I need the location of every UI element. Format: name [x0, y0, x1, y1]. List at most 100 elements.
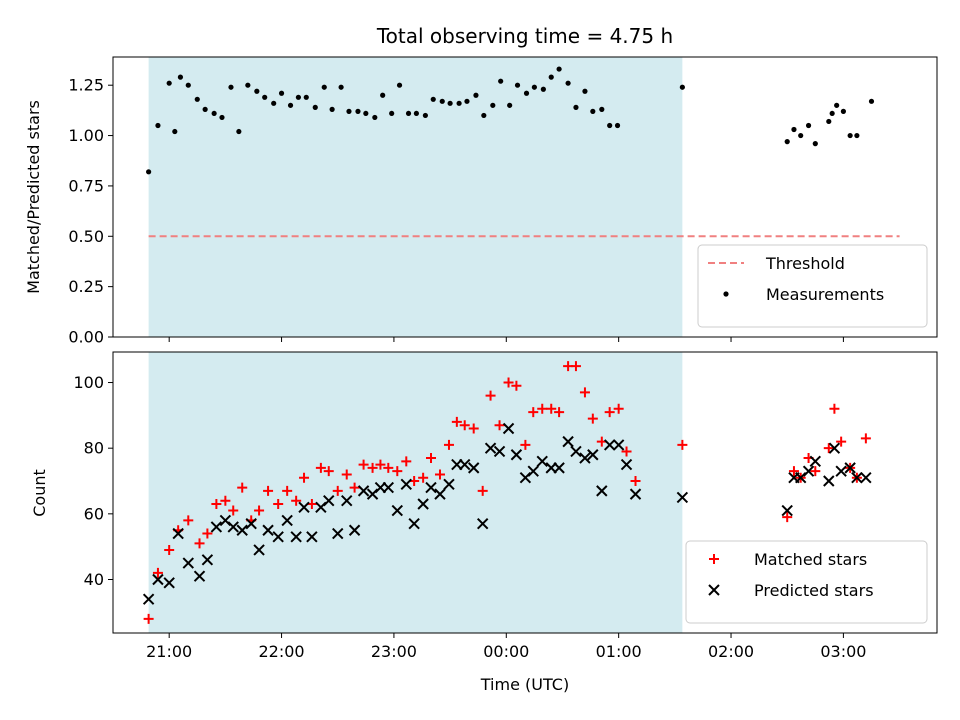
predicted-star-point	[620, 458, 633, 471]
measurement-point	[599, 106, 605, 112]
matched-star-point	[468, 423, 479, 434]
x-tick-label: 23:00	[371, 642, 417, 661]
measurement-point	[355, 108, 361, 114]
x-tick-label: 00:00	[483, 642, 529, 661]
predicted-star-point	[502, 422, 515, 435]
matched-star-point	[503, 377, 514, 388]
x-tick-label: 03:00	[820, 642, 866, 661]
matched-star-point	[349, 482, 360, 493]
matched-star-point	[237, 482, 248, 493]
measurement-point	[329, 106, 335, 112]
matched-star-point	[375, 459, 386, 470]
matched-star-point	[341, 469, 352, 480]
matched-star-point	[392, 466, 403, 477]
matched-star-point	[451, 416, 462, 427]
matched-star-point	[263, 485, 274, 496]
measurement-point	[287, 102, 294, 108]
matched-star-point	[836, 436, 847, 447]
predicted-star-point	[272, 531, 284, 543]
predicted-star-point	[306, 531, 318, 543]
plot-frame	[112, 56, 938, 338]
measurement-point	[155, 122, 161, 129]
measurement-point	[262, 94, 268, 100]
measurement-point	[405, 110, 412, 117]
measurement-point	[829, 110, 835, 117]
predicted-star-point	[290, 531, 302, 543]
matched-star-point	[291, 495, 302, 506]
predicted-star-point	[391, 504, 404, 517]
predicted-star-point	[493, 445, 506, 458]
matched-star-point	[579, 387, 590, 398]
legend-label: Predicted stars	[754, 581, 874, 600]
matched-star-point	[520, 439, 531, 450]
matched-star-point	[546, 403, 557, 414]
measurement-point	[798, 132, 804, 139]
predicted-star-point	[227, 521, 239, 533]
matched-star-point	[443, 439, 454, 450]
matched-star-point	[788, 466, 799, 477]
predicted-star-point	[835, 465, 847, 477]
measurement-point	[548, 74, 554, 80]
measurement-point	[590, 108, 596, 114]
matched-star-point	[613, 403, 624, 414]
measurement-point	[271, 100, 277, 106]
measurement-point	[607, 122, 613, 129]
measurement-point	[219, 114, 225, 121]
matched-star-point	[383, 462, 394, 473]
measurement-point	[363, 110, 369, 117]
measurement-point	[531, 84, 537, 90]
measurement-point	[396, 82, 403, 88]
predicted-star-point	[579, 452, 591, 464]
predicted-star-point	[510, 449, 523, 461]
matched-star-point	[254, 505, 265, 516]
predicted-star-point	[357, 485, 370, 497]
predicted-star-point	[210, 521, 223, 533]
y-tick-label: 80	[84, 439, 104, 458]
matched-star-point	[621, 446, 632, 457]
predicted-star-point	[443, 478, 455, 491]
predicted-star-point	[348, 524, 361, 536]
measurement-point	[805, 122, 812, 129]
y-tick-label: 0.50	[68, 227, 104, 246]
predicted-star-point	[476, 517, 489, 530]
matched-star-point	[604, 407, 615, 418]
predicted-star-point	[262, 524, 274, 536]
matched-star-point	[315, 462, 326, 473]
legend: Threshold Measurements	[697, 244, 928, 328]
predicted-star-point	[152, 573, 164, 586]
measurement-point	[473, 92, 479, 98]
measurement-point	[236, 128, 242, 135]
matched-star-point	[332, 485, 343, 496]
matched-star-point	[164, 544, 175, 555]
measurement-point	[413, 110, 419, 117]
measurement-point	[826, 118, 832, 125]
measurement-point	[481, 112, 487, 119]
legend-measurement-swatch	[723, 291, 729, 297]
y-tick-label: 1.25	[68, 76, 104, 95]
predicted-star-point	[332, 527, 344, 540]
measurement-point	[456, 100, 462, 106]
measurement-point	[614, 122, 621, 129]
measurement-point	[439, 98, 445, 104]
matched-star-point	[782, 512, 793, 523]
predicted-star-point	[484, 442, 497, 454]
measurement-point	[303, 94, 309, 100]
measurement-point	[146, 169, 152, 175]
y-tick-label: 0.00	[68, 328, 104, 347]
measurement-point	[582, 88, 588, 94]
predicted-star-point	[281, 514, 293, 527]
measurement-point	[422, 112, 428, 119]
matched-star-point	[485, 390, 496, 401]
matched-star-point	[401, 456, 412, 467]
matched-star-point	[511, 380, 522, 391]
measurement-point	[338, 84, 344, 90]
x-tick-label: 21:00	[146, 642, 192, 661]
measurement-point	[868, 98, 875, 104]
predicted-star-point	[341, 494, 353, 507]
matched-star-point	[183, 515, 194, 526]
measurement-point	[834, 102, 840, 108]
matched-star-point	[829, 403, 840, 414]
predicted-star-point	[587, 449, 599, 461]
predicted-star-point	[570, 445, 582, 458]
measurement-point	[389, 110, 395, 117]
